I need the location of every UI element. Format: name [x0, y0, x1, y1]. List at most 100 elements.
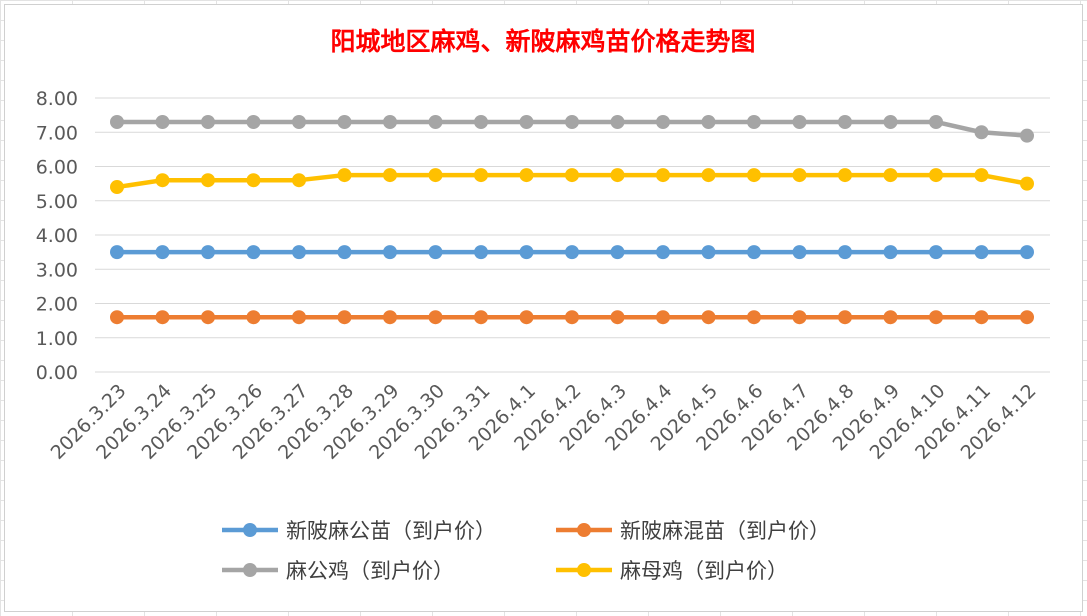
legend-label: 新陂麻混苗（到户价） [620, 519, 830, 543]
data-point [292, 173, 306, 188]
data-point [929, 114, 943, 129]
y-axis-ticks: 0.00 1.00 2.00 3.00 4.00 5.00 6.00 7.00 8.00 [36, 88, 78, 384]
data-point [974, 125, 989, 140]
legend-swatch-marker [577, 523, 591, 537]
data-point [383, 310, 397, 325]
chart-title: 阳城地区麻鸡、新陂麻鸡苗价格走势图 [330, 27, 755, 56]
data-point [974, 168, 989, 183]
data-point [610, 168, 625, 183]
data-point [1020, 128, 1034, 143]
data-point [519, 310, 534, 325]
series-lines [110, 114, 1034, 325]
data-point [201, 310, 215, 325]
data-point [974, 310, 989, 325]
series-2 [110, 114, 1034, 143]
data-point [610, 114, 625, 129]
data-point [201, 114, 215, 129]
legend-item: 新陂麻公苗（到户价） [222, 519, 496, 543]
data-point [337, 168, 352, 183]
data-point [974, 245, 989, 260]
data-point [747, 245, 761, 260]
data-point [110, 310, 124, 325]
data-point [929, 245, 943, 260]
data-point [383, 114, 397, 129]
data-point [428, 310, 443, 325]
data-point [110, 114, 124, 129]
gridlines [95, 97, 1050, 373]
data-point [656, 114, 670, 129]
y-tick-label: 4.00 [36, 225, 78, 247]
data-point [292, 310, 306, 325]
data-point [656, 245, 670, 260]
series-1 [110, 310, 1034, 325]
data-point [428, 245, 443, 260]
legend: 新陂麻公苗（到户价） 新陂麻混苗（到户价） 麻公鸡（到户价） 麻母鸡（到户价） [222, 519, 830, 583]
data-point [292, 245, 306, 260]
legend-label: 麻母鸡（到户价） [620, 559, 788, 583]
y-tick-label: 1.00 [36, 328, 78, 350]
data-point [701, 310, 716, 325]
data-point [428, 114, 443, 129]
data-point [883, 310, 898, 325]
data-point [838, 310, 852, 325]
data-point [337, 245, 352, 260]
data-point [838, 114, 852, 129]
data-point [110, 180, 124, 195]
legend-label: 麻公鸡（到户价） [286, 559, 454, 583]
y-tick-label: 6.00 [36, 157, 78, 179]
legend-swatch-marker [577, 563, 591, 577]
data-point [246, 114, 261, 129]
data-point [565, 114, 579, 129]
data-point [792, 245, 807, 260]
data-point [656, 168, 670, 183]
data-point [110, 245, 124, 260]
data-point [155, 245, 170, 260]
legend-swatch-marker [243, 523, 257, 537]
legend-label: 新陂麻公苗（到户价） [286, 519, 496, 543]
chart-area[interactable] [4, 4, 1083, 612]
data-point [792, 114, 807, 129]
data-point [929, 168, 943, 183]
data-point [155, 173, 170, 188]
data-point [565, 168, 579, 183]
data-point [337, 310, 352, 325]
data-point [792, 310, 807, 325]
y-tick-label: 7.00 [36, 122, 78, 144]
data-point [792, 168, 807, 183]
data-point [929, 310, 943, 325]
data-point [474, 310, 488, 325]
data-point [155, 114, 170, 129]
y-tick-label: 2.00 [36, 294, 78, 316]
data-point [883, 114, 898, 129]
legend-swatch-marker [243, 563, 257, 577]
data-point [201, 245, 215, 260]
data-point [519, 168, 534, 183]
data-point [428, 168, 443, 183]
data-point [337, 114, 352, 129]
data-point [519, 245, 534, 260]
legend-item: 麻公鸡（到户价） [222, 559, 454, 583]
data-point [519, 114, 534, 129]
data-point [701, 114, 716, 129]
data-point [838, 168, 852, 183]
data-point [747, 168, 761, 183]
data-point [292, 114, 306, 129]
data-point [1020, 310, 1034, 325]
series-3 [110, 168, 1034, 195]
legend-item: 新陂麻混苗（到户价） [556, 519, 830, 543]
x-axis-ticks: 2026.3.232026.3.242026.3.252026.3.262026… [47, 380, 1041, 464]
data-point [155, 310, 170, 325]
data-point [1020, 245, 1034, 260]
data-point [383, 168, 397, 183]
data-point [1020, 176, 1034, 191]
data-point [474, 245, 488, 260]
y-tick-label: 5.00 [36, 191, 78, 213]
series-0 [110, 245, 1034, 260]
data-point [246, 173, 261, 188]
data-point [565, 310, 579, 325]
data-point [656, 310, 670, 325]
data-point [883, 245, 898, 260]
data-point [201, 173, 215, 188]
data-point [610, 245, 625, 260]
